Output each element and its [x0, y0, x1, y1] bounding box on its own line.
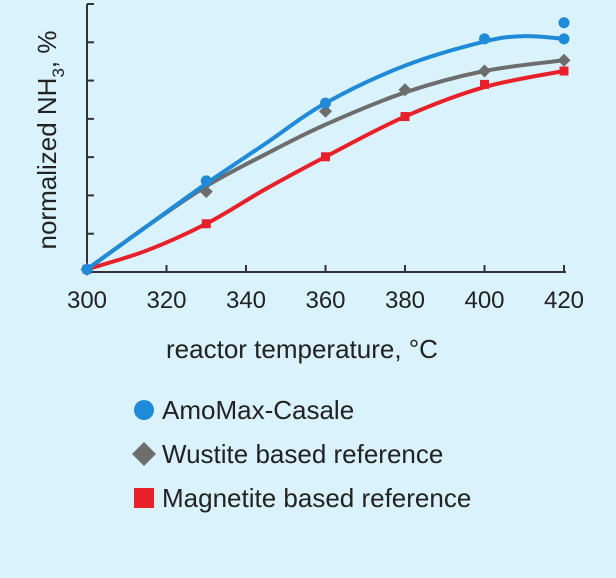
data-point [478, 64, 491, 78]
plot-area [80, 17, 571, 276]
x-tick-label: 340 [226, 287, 266, 314]
data-point [319, 104, 332, 118]
legend-item: Wustite based reference [132, 439, 443, 469]
y-axis-title-main: normalized NH [32, 78, 62, 250]
legend-marker [132, 442, 156, 466]
y-axis-title-subscript: 3 [49, 68, 68, 77]
series-line [85, 58, 566, 272]
data-point [201, 219, 211, 229]
legend-item: Magnetite based reference [134, 483, 471, 513]
data-point [81, 263, 93, 275]
x-tick-label: 300 [67, 287, 107, 314]
data-point [199, 185, 213, 199]
data-point [558, 33, 570, 45]
legend-label: Wustite based reference [162, 439, 443, 469]
x-axis-title: reactor temperature, °C [166, 334, 438, 364]
legend-label: Magnetite based reference [162, 483, 471, 513]
x-tick-label: 420 [544, 287, 584, 314]
data-point [398, 83, 412, 97]
data-point [321, 152, 330, 162]
y-ticks [87, 3, 94, 235]
series-square [82, 66, 569, 274]
y-axis-title-tail: , % [32, 31, 62, 69]
data-point [320, 97, 331, 109]
data-point [558, 17, 570, 29]
series-diamond [80, 53, 571, 276]
legend-item: AmoMax-Casale [134, 395, 354, 425]
x-ticks: 300 320 340 360 380 400 420 [67, 265, 584, 314]
data-point [200, 175, 212, 187]
legend-marker [134, 400, 154, 420]
legend-label: AmoMax-Casale [162, 395, 354, 425]
y-axis-title: normalized NH3, % [32, 31, 68, 250]
x-tick-label: 360 [305, 287, 345, 314]
data-point [479, 33, 490, 45]
legend: AmoMax-Casale Wustite based reference Magn… [132, 395, 471, 513]
axes: 300 320 340 360 380 400 420 [67, 3, 584, 314]
legend-marker [134, 488, 154, 508]
x-tick-label: 320 [146, 287, 186, 314]
series-circle [81, 17, 570, 275]
data-point [480, 79, 489, 89]
data-point [400, 112, 410, 122]
x-tick-label: 400 [464, 287, 504, 314]
data-point [557, 53, 571, 67]
x-tick-label: 380 [385, 287, 425, 314]
data-point [559, 66, 569, 76]
